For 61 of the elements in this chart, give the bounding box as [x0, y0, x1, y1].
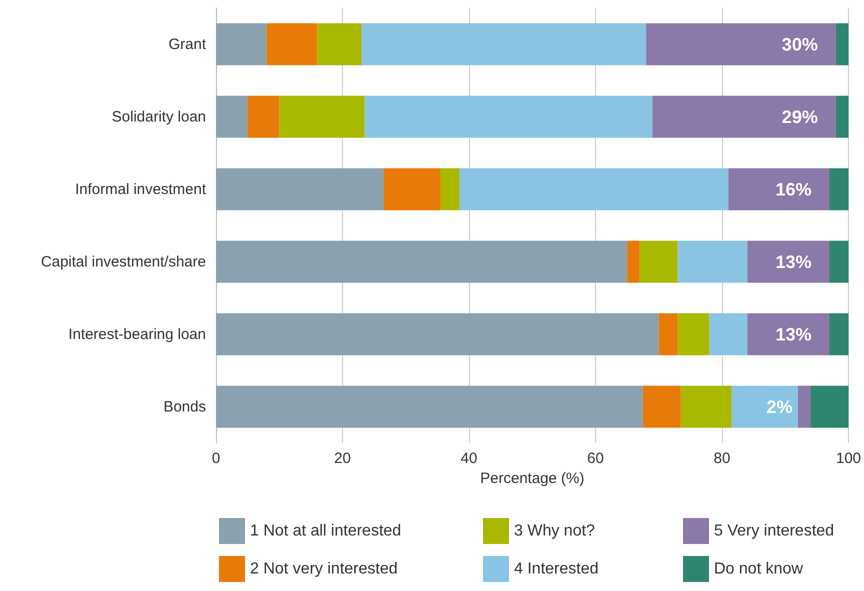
- bar: [216, 240, 628, 283]
- bar: [830, 168, 848, 210]
- bar: [266, 23, 318, 66]
- data-label: 2%: [766, 396, 793, 417]
- legend-label: 5 Very interested: [714, 522, 834, 540]
- legend-label: 4 Interested: [514, 560, 598, 578]
- x-tick-label: 60: [587, 450, 604, 467]
- data-label: 13%: [775, 252, 812, 272]
- legend-label: 1 Not at all interested: [250, 522, 402, 540]
- x-tick-label: 100: [836, 450, 861, 467]
- bar: [810, 386, 848, 428]
- bar: [646, 23, 836, 66]
- bar: [216, 23, 267, 66]
- bar: [440, 168, 460, 210]
- bar: [836, 23, 848, 66]
- x-tick-label: 40: [460, 450, 478, 467]
- bar: [384, 168, 441, 210]
- bar: [460, 168, 728, 210]
- bar: [798, 386, 811, 428]
- bar: [709, 313, 748, 356]
- bar: [248, 96, 280, 138]
- bar: [678, 313, 710, 356]
- legend-label: 3 Why not?: [514, 522, 596, 540]
- bar: [627, 240, 640, 283]
- bar: [728, 168, 830, 210]
- x-tick-label: 0: [212, 450, 220, 467]
- legend-label: Do not know: [714, 560, 804, 578]
- bar: [279, 96, 365, 138]
- y-tick-label: Solidarity loan: [112, 108, 206, 126]
- bar: [678, 240, 748, 283]
- data-label: 30%: [782, 34, 818, 54]
- bar: [836, 96, 848, 138]
- bar: [830, 313, 848, 356]
- data-label: 29%: [782, 106, 818, 127]
- data-label: 13%: [775, 324, 812, 344]
- bar: [658, 313, 678, 356]
- y-tick-label: Grant: [168, 36, 207, 53]
- y-tick-label: Interest-bearing loan: [68, 326, 206, 343]
- x-axis-title: Percentage (%): [480, 470, 584, 487]
- bar: [652, 96, 836, 138]
- y-tick-label: Capital investment/share: [40, 253, 206, 270]
- bar: [317, 23, 362, 66]
- data-label: 16%: [775, 179, 812, 200]
- bar: [747, 240, 830, 283]
- y-tick-label: Bonds: [163, 398, 206, 416]
- bar: [680, 386, 732, 428]
- bar: [747, 313, 830, 356]
- bar: [216, 168, 384, 210]
- bar: [731, 386, 798, 428]
- bar: [216, 313, 659, 356]
- x-tick-label: 20: [334, 450, 351, 467]
- bar: [216, 96, 248, 138]
- bar: [830, 240, 848, 283]
- legend-label: 2 Not very interested: [250, 560, 398, 578]
- bar: [640, 240, 678, 283]
- bar: [642, 386, 681, 428]
- bar: [361, 23, 646, 66]
- bar: [364, 96, 652, 138]
- y-tick-label: Informal investment: [75, 180, 207, 198]
- bar: [216, 386, 643, 428]
- x-tick-label: 80: [714, 450, 730, 467]
